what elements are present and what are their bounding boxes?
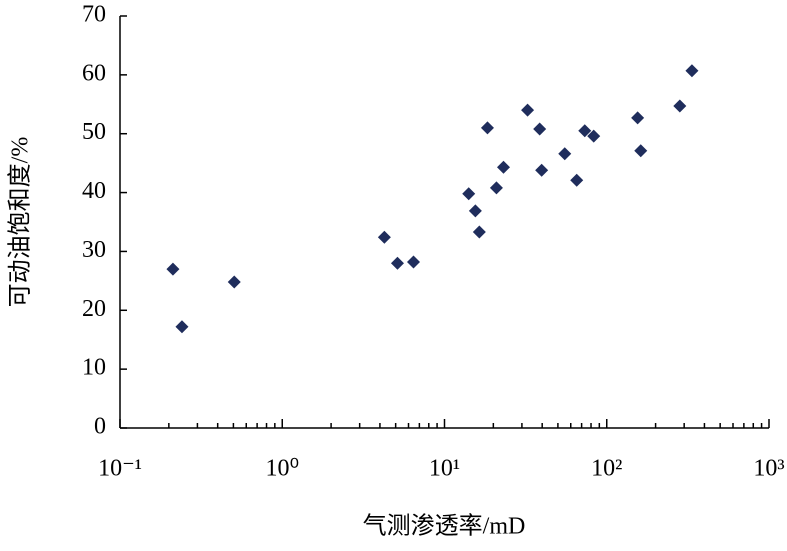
point: [468, 204, 482, 218]
x-tick-label: 10⁰: [265, 456, 299, 482]
x-tick-label: 10³: [753, 456, 784, 482]
point: [390, 256, 404, 270]
point: [558, 147, 572, 161]
point: [462, 187, 476, 201]
y-tick-label: 70: [82, 2, 106, 28]
point: [587, 129, 601, 143]
point: [570, 173, 584, 187]
point: [496, 160, 510, 174]
point: [489, 181, 503, 195]
y-tick-label: 60: [82, 60, 106, 86]
point: [578, 124, 592, 138]
point: [377, 230, 391, 244]
point: [480, 121, 494, 135]
point: [685, 64, 699, 78]
point: [406, 255, 420, 269]
point: [521, 103, 535, 117]
y-tick-label: 50: [82, 119, 106, 145]
point: [166, 262, 180, 276]
point: [673, 99, 687, 113]
y-tick-label: 40: [82, 178, 106, 204]
y-axis-label: 可动油饱和度/%: [7, 137, 34, 308]
y-tick-label: 30: [82, 237, 106, 263]
point: [631, 111, 645, 125]
x-axis-label: 气测渗透率/mD: [363, 513, 526, 540]
point: [535, 163, 549, 177]
point: [175, 320, 189, 334]
x-tick-label: 10²: [591, 456, 622, 482]
point: [227, 275, 241, 289]
point: [472, 225, 486, 239]
point: [533, 122, 547, 136]
y-tick-label: 10: [82, 355, 106, 381]
x-tick-label: 10⁻¹: [98, 456, 142, 482]
point: [634, 144, 648, 158]
y-tick-label: 20: [82, 296, 106, 322]
x-tick-label: 10¹: [429, 456, 460, 482]
y-tick-label: 0: [94, 414, 106, 440]
